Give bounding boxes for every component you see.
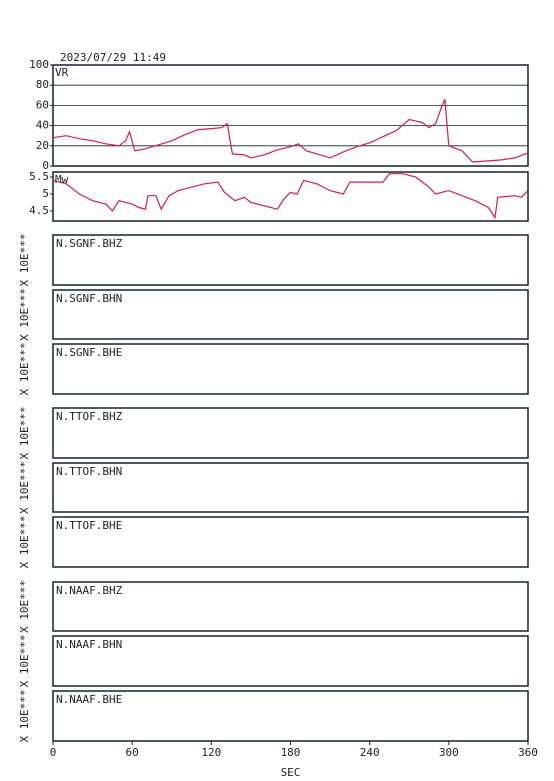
station-label: N.SGNF.BHE xyxy=(56,346,122,359)
y-axis-label: X 10E*** xyxy=(18,343,31,396)
station-label: N.TTOF.BHE xyxy=(56,519,122,532)
x-tick-label: 60 xyxy=(126,746,139,759)
y-axis-label: X 10E*** xyxy=(18,288,31,341)
y-axis-label: X 10E*** xyxy=(18,580,31,633)
station-label: N.TTOF.BHZ xyxy=(56,410,123,423)
timestamp: 2023/07/29 11:49 xyxy=(60,51,166,64)
y-axis-label: X 10E*** xyxy=(18,690,31,743)
panel-frame xyxy=(52,343,529,395)
x-tick-label: 0 xyxy=(50,746,57,759)
y-tick-label: 40 xyxy=(36,119,49,132)
x-tick-label: 360 xyxy=(518,746,538,759)
panel-frame xyxy=(52,171,529,222)
panel-frame xyxy=(52,690,529,742)
y-tick-label: 60 xyxy=(36,98,49,111)
panel-frame xyxy=(52,407,529,459)
x-tick-label: 180 xyxy=(281,746,301,759)
x-tick-label: 300 xyxy=(439,746,459,759)
data-line xyxy=(52,99,529,163)
series-label: Mw xyxy=(55,173,69,186)
y-tick-label: 20 xyxy=(36,139,49,152)
panel-frame xyxy=(52,289,529,340)
x-axis-label: SEC xyxy=(281,766,301,779)
y-axis-label: X 10E*** xyxy=(18,234,31,287)
y-tick-label: 4.5 xyxy=(29,204,49,217)
y-tick-label: 80 xyxy=(36,78,49,91)
y-axis-label: X 10E*** xyxy=(18,516,31,569)
y-tick-label: 100 xyxy=(29,58,49,71)
panel-frame xyxy=(52,516,529,568)
y-axis-label: X 10E*** xyxy=(18,635,31,688)
panel-frame xyxy=(52,462,529,513)
station-label: N.SGNF.BHN xyxy=(56,292,122,305)
series-label: VR xyxy=(55,66,69,79)
panel-frame xyxy=(52,234,529,286)
x-tick-label: 120 xyxy=(201,746,221,759)
station-label: N.SGNF.BHZ xyxy=(56,237,123,250)
y-axis-label: X 10E*** xyxy=(18,461,31,514)
station-label: N.NAAF.BHZ xyxy=(56,584,123,597)
panel-frame xyxy=(52,635,529,687)
panel-frame xyxy=(52,64,529,167)
y-tick-label: 5 xyxy=(42,187,49,200)
station-label: N.NAAF.BHN xyxy=(56,638,122,651)
station-label: N.TTOF.BHN xyxy=(56,465,122,478)
panel-frame xyxy=(52,581,529,632)
data-line xyxy=(52,173,529,220)
y-tick-label: 0 xyxy=(42,159,49,172)
x-tick-label: 240 xyxy=(360,746,380,759)
y-tick-label: 5.5 xyxy=(29,170,49,183)
y-axis-label: X 10E*** xyxy=(18,407,31,460)
station-label: N.NAAF.BHE xyxy=(56,693,122,706)
